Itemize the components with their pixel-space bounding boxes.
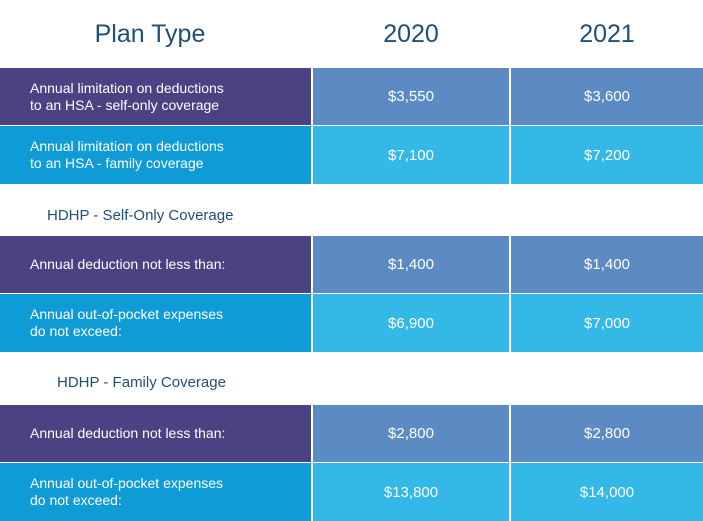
value-2021: $7,000	[511, 294, 703, 352]
value-2021: $2,800	[511, 405, 703, 462]
row-label: Annual deduction not less than:	[0, 236, 311, 293]
row-label: Annual out-of-pocket expenses do not exc…	[0, 294, 311, 352]
table-row: Annual deduction not less than: $2,800 $…	[0, 405, 703, 462]
table-header: Plan Type 2020 2021	[0, 0, 703, 68]
table-row: Annual limitation on deductions to an HS…	[0, 68, 703, 125]
value-2020: $1,400	[313, 236, 509, 293]
value-2020: $13,800	[313, 463, 509, 521]
table-row: Annual out-of-pocket expenses do not exc…	[0, 463, 703, 521]
value-2021: $1,400	[511, 236, 703, 293]
value-2020: $3,550	[313, 68, 509, 125]
table-row: Annual out-of-pocket expenses do not exc…	[0, 294, 703, 352]
section-title-self-only: HDHP - Self-Only Coverage	[47, 207, 234, 224]
section-title-family: HDHP - Family Coverage	[57, 374, 226, 391]
table-row: Annual deduction not less than: $1,400 $…	[0, 236, 703, 293]
value-2021: $7,200	[511, 126, 703, 184]
value-2020: $6,900	[313, 294, 509, 352]
table-row: Annual limitation on deductions to an HS…	[0, 126, 703, 184]
row-label: Annual limitation on deductions to an HS…	[0, 126, 311, 184]
row-label: Annual limitation on deductions to an HS…	[0, 68, 311, 125]
value-2020: $2,800	[313, 405, 509, 462]
row-label: Annual deduction not less than:	[0, 405, 311, 462]
row-label: Annual out-of-pocket expenses do not exc…	[0, 463, 311, 521]
year-2020-header: 2020	[383, 20, 439, 48]
value-2021: $3,600	[511, 68, 703, 125]
plan-type-header: Plan Type	[94, 20, 206, 48]
value-2020: $7,100	[313, 126, 509, 184]
value-2021: $14,000	[511, 463, 703, 521]
year-2021-header: 2021	[579, 20, 635, 48]
